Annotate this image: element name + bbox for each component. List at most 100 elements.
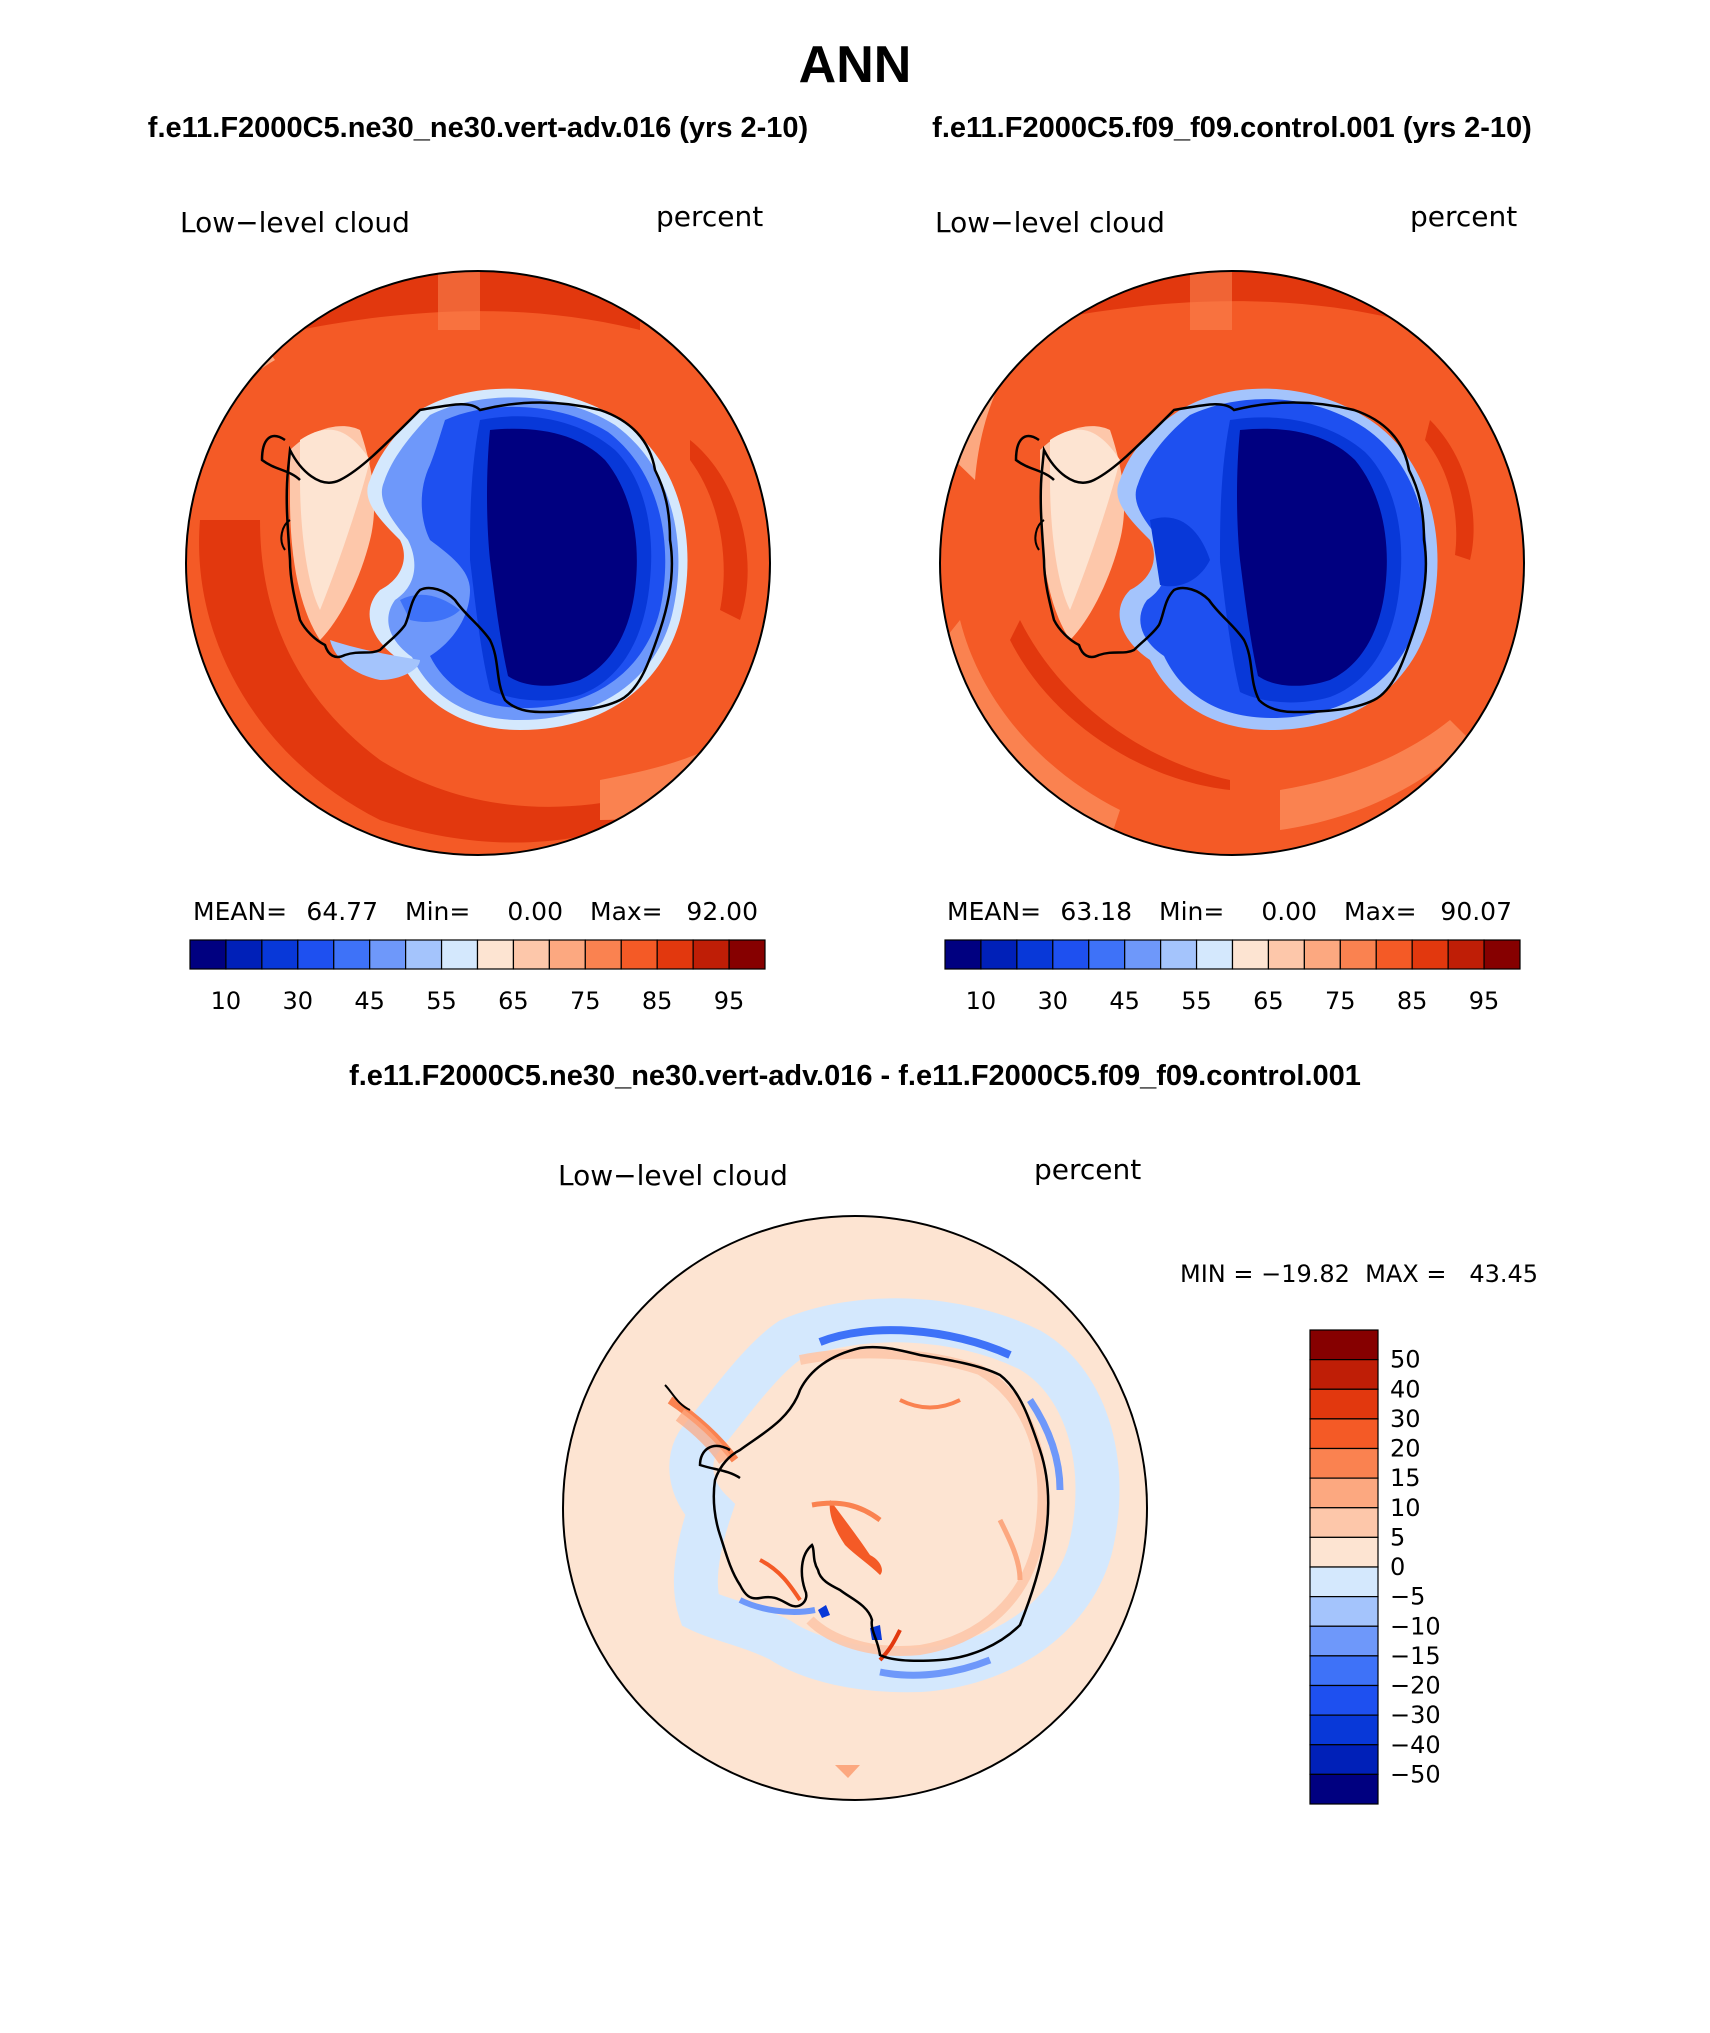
right-min-label: Min= <box>1159 897 1224 926</box>
left-colorbar-swatch <box>728 939 766 970</box>
left-colorbar-tick-label: 10 <box>211 987 242 1015</box>
difference-colorbar-swatch <box>1309 1714 1379 1746</box>
right-colorbar-tick-label: 55 <box>1181 987 1212 1015</box>
left-colorbar-tick-label: 95 <box>714 987 745 1015</box>
right-stats: MEAN= 63.18 Min= 0.00 Max= 90.07 <box>947 897 1512 926</box>
left-colorbar-swatch <box>405 939 443 970</box>
diff-units-label: percent <box>1034 1153 1141 1186</box>
right-colorbar-tick-label: 85 <box>1397 987 1428 1015</box>
left-min-value: 0.00 <box>507 897 563 926</box>
difference-colorbar-swatch <box>1309 1684 1379 1716</box>
diff-minmax-label: MIN = −19.82 MAX = 43.45 <box>1180 1260 1538 1288</box>
left-colorbar-swatch <box>620 939 658 970</box>
left-colorbar-swatch <box>584 939 622 970</box>
right-max-label: Max= <box>1344 897 1417 926</box>
left-max-value: 92.00 <box>686 897 758 926</box>
difference-colorbar-swatch <box>1309 1566 1379 1598</box>
left-units-label: percent <box>656 200 763 233</box>
difference-colorbar-tick-label: 10 <box>1390 1494 1421 1522</box>
right-colorbar-swatch <box>1483 939 1521 970</box>
difference-colorbar-swatch <box>1309 1359 1379 1390</box>
right-case-title: f.e11.F2000C5.f09_f09.control.001 (yrs 2… <box>932 112 1532 144</box>
right-colorbar-swatch <box>1303 939 1341 970</box>
difference-colorbar-tick-label: −50 <box>1390 1760 1441 1788</box>
difference-colorbar-swatch <box>1309 1536 1379 1568</box>
right-colorbar-swatch <box>1411 939 1449 970</box>
difference-colorbar-swatch <box>1309 1625 1379 1657</box>
right-colorbar-swatch <box>1375 939 1413 970</box>
difference-colorbar-swatch <box>1309 1773 1379 1805</box>
difference-colorbar-swatch <box>1309 1596 1379 1627</box>
right-variable-label: Low−level cloud <box>935 206 1165 239</box>
right-colorbar-swatch <box>1195 939 1234 970</box>
figure-title: ANN <box>799 36 912 94</box>
difference-colorbar-tick-label: 5 <box>1390 1523 1405 1551</box>
left-colorbar-tick-label: 45 <box>354 987 385 1015</box>
left-max-label: Max= <box>590 897 663 926</box>
right-colorbar-swatch <box>1052 939 1090 970</box>
left-colorbar-tick-label: 75 <box>570 987 601 1015</box>
left-colorbar-tick-label: 55 <box>426 987 457 1015</box>
difference-colorbar-tick-label: −20 <box>1390 1672 1441 1700</box>
difference-colorbar-swatch <box>1309 1507 1379 1538</box>
left-colorbar-tick-label: 65 <box>498 987 529 1015</box>
difference-colorbar-swatch <box>1309 1388 1379 1420</box>
difference-colorbar-tick-label: 20 <box>1390 1435 1421 1463</box>
difference-colorbar-tick-label: −10 <box>1390 1612 1441 1640</box>
right-colorbar-tick-label: 45 <box>1109 987 1140 1015</box>
difference-colorbar-tick-label: 50 <box>1390 1346 1421 1374</box>
difference-colorbar-swatch <box>1309 1447 1379 1479</box>
right-colorbar-tick-label: 95 <box>1469 987 1500 1015</box>
right-colorbar-swatch <box>1088 939 1126 970</box>
right-colorbar-swatch <box>1339 939 1377 970</box>
difference-colorbar-swatch <box>1309 1418 1379 1450</box>
difference-colorbar-tick-label: −15 <box>1390 1642 1441 1670</box>
difference-colorbar-tick-label: 40 <box>1390 1375 1421 1403</box>
left-colorbar-swatch <box>369 939 407 970</box>
right-max-value: 90.07 <box>1440 897 1512 926</box>
difference-colorbar-tick-label: −5 <box>1390 1583 1425 1611</box>
left-colorbar: 10 30 45 55 65 75 85 95 <box>189 939 766 1015</box>
right-colorbar-swatch <box>944 939 982 970</box>
right-colorbar-tick-label: 10 <box>966 987 997 1015</box>
diff-variable-label: Low−level cloud <box>558 1159 788 1192</box>
left-colorbar-swatch <box>225 939 263 970</box>
left-colorbar-swatch <box>189 939 227 970</box>
right-colorbar: 10 30 45 55 65 75 85 95 <box>944 939 1521 1015</box>
left-min-label: Min= <box>405 897 470 926</box>
right-colorbar-tick-label: 30 <box>1038 987 1069 1015</box>
right-polar-map <box>939 270 1525 856</box>
right-min-value: 0.00 <box>1261 897 1317 926</box>
left-colorbar-swatch <box>476 939 515 970</box>
difference-colorbar-tick-label: −40 <box>1390 1731 1441 1759</box>
right-colorbar-swatch <box>1267 939 1305 970</box>
left-colorbar-tick-label: 85 <box>642 987 673 1015</box>
difference-colorbar-swatch <box>1309 1477 1379 1509</box>
left-stats: MEAN= 64.77 Min= 0.00 Max= 92.00 <box>193 897 758 926</box>
left-variable-label: Low−level cloud <box>180 206 410 239</box>
right-units-label: percent <box>1410 200 1517 233</box>
diff-case-title: f.e11.F2000C5.ne30_ne30.vert-adv.016 - f… <box>349 1060 1361 1092</box>
right-colorbar-tick-label: 75 <box>1325 987 1356 1015</box>
left-colorbar-swatch <box>297 939 335 970</box>
right-mean-value: 63.18 <box>1060 897 1132 926</box>
left-colorbar-swatch <box>440 939 479 970</box>
left-case-title: f.e11.F2000C5.ne30_ne30.vert-adv.016 (yr… <box>148 112 808 144</box>
right-colorbar-tick-label: 65 <box>1253 987 1284 1015</box>
right-colorbar-swatch <box>1124 939 1162 970</box>
right-colorbar-swatch <box>1447 939 1485 970</box>
difference-polar-map <box>562 1215 1148 1801</box>
right-mean-label: MEAN= <box>947 897 1041 926</box>
difference-colorbar-tick-label: −30 <box>1390 1701 1441 1729</box>
right-colorbar-swatch <box>980 939 1018 970</box>
left-colorbar-swatch <box>656 939 694 970</box>
left-colorbar-swatch <box>512 939 550 970</box>
left-colorbar-swatch <box>692 939 730 970</box>
left-mean-label: MEAN= <box>193 897 287 926</box>
left-colorbar-swatch <box>261 939 299 970</box>
left-polar-map <box>185 270 771 856</box>
difference-colorbar-tick-label: 15 <box>1390 1464 1421 1492</box>
right-colorbar-swatch <box>1160 939 1198 970</box>
